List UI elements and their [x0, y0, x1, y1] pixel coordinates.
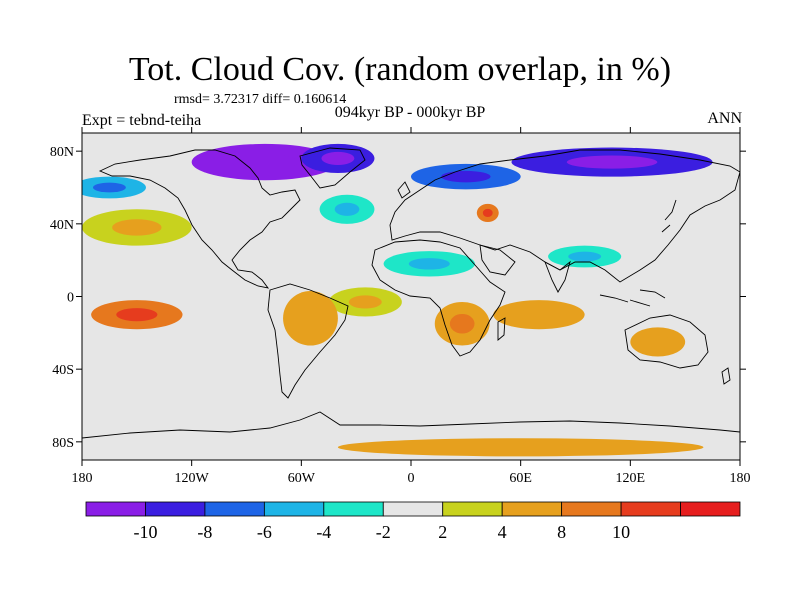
- region-core-tropical-atlantic-increase: [348, 295, 382, 309]
- colorbar-swatch: [323, 501, 384, 517]
- coastline-india: [544, 260, 571, 293]
- y-tick-label: 80N: [50, 145, 74, 160]
- region-core-north-america-arctic-decrease: [231, 153, 298, 171]
- coastline-south-america: [267, 283, 349, 399]
- coastline-australia: [624, 314, 709, 369]
- region-core-australia-increase: [645, 335, 671, 349]
- coastline-antarctica: [82, 411, 740, 439]
- coastline-british-isles: [397, 181, 411, 199]
- colorbar-label: -4: [316, 522, 331, 542]
- colorbar-swatch: [620, 501, 681, 517]
- region-core-scandinavia-decrease: [441, 170, 491, 183]
- colorbar-swatch: [561, 501, 622, 517]
- region-core-amazon-increase: [298, 306, 323, 331]
- region-core-siberia-decrease: [566, 155, 658, 169]
- region-core-sahara-decrease: [408, 258, 450, 270]
- axis-ticks: 180 120W 60W 0 60E 120E 180 80N 40N 0 40S 80S: [50, 127, 751, 486]
- x-tick-label: 60W: [288, 471, 316, 486]
- region-core-greenland-decrease: [321, 151, 355, 165]
- colorbar-swatch: [382, 501, 444, 517]
- colorbar-label: -6: [257, 522, 272, 542]
- coastline-new-zealand: [721, 367, 731, 385]
- colorbar-label: 2: [438, 522, 447, 542]
- colorbar: -10 -8 -6 -4 -2 2 4 8 10: [85, 501, 741, 542]
- y-tick-label: 40N: [50, 218, 74, 233]
- colorbar-swatch: [263, 501, 325, 517]
- x-tick-label: 180: [730, 471, 751, 486]
- x-tick-label: 0: [408, 471, 415, 486]
- x-tick-label: 120E: [616, 471, 646, 486]
- colorbar-label: -8: [197, 522, 212, 542]
- colorbar-label: -10: [133, 522, 157, 542]
- coastline-indonesia: [599, 289, 666, 307]
- stats-text: rmsd= 3.72317 diff= 0.160614: [174, 92, 347, 107]
- data-regions: [82, 143, 713, 457]
- coastline-eurasia: [389, 149, 740, 283]
- period-text: 094kyr BP - 000kyr BP: [334, 104, 486, 121]
- region-core-southern-africa-increase: [449, 313, 475, 334]
- coastline-africa: [371, 239, 506, 357]
- region-core-north-pacific-increase: [112, 219, 162, 236]
- region-core-indian-ocean-increase: [518, 308, 560, 322]
- season-text: ANN: [707, 110, 742, 127]
- x-tick-label: 60E: [509, 471, 532, 486]
- region-core-south-asia-decrease: [568, 251, 602, 262]
- coastline-greenland: [299, 147, 366, 189]
- region-core-central-pacific-increase: [116, 308, 158, 322]
- colorbar-swatch: [442, 501, 503, 517]
- region-core-antarctic-increase: [438, 443, 603, 452]
- colorbar-label: 10: [612, 522, 630, 542]
- x-tick-label: 120W: [175, 471, 210, 486]
- coastline-japan: [661, 199, 677, 233]
- colorbar-label: -2: [376, 522, 391, 542]
- colorbar-swatch: [145, 501, 206, 517]
- x-tick-label: 180: [72, 471, 93, 486]
- colorbar-swatch: [680, 501, 741, 517]
- region-core-north-atlantic-decrease: [334, 202, 360, 216]
- coastline-north-america: [98, 149, 301, 289]
- colorbar-swatch: [501, 501, 563, 517]
- chart-title: Tot. Cloud Cov. (random overlap, in %): [128, 51, 672, 88]
- y-tick-label: 40S: [52, 363, 74, 378]
- colorbar-label: 8: [557, 522, 566, 542]
- experiment-text: Expt = tebnd-teiha: [82, 112, 202, 129]
- colorbar-label: 4: [498, 522, 507, 542]
- colorbar-swatch: [204, 501, 265, 517]
- coastline-madagascar: [497, 317, 506, 341]
- colorbar-swatch: [85, 501, 146, 517]
- region-core-north-pacific-decrease: [92, 182, 126, 193]
- y-tick-label: 80S: [52, 436, 74, 451]
- coastlines: [82, 147, 740, 439]
- coastline-arabia: [479, 244, 516, 276]
- region-core-eastern-europe-increase: [482, 208, 493, 218]
- y-tick-label: 0: [67, 291, 74, 306]
